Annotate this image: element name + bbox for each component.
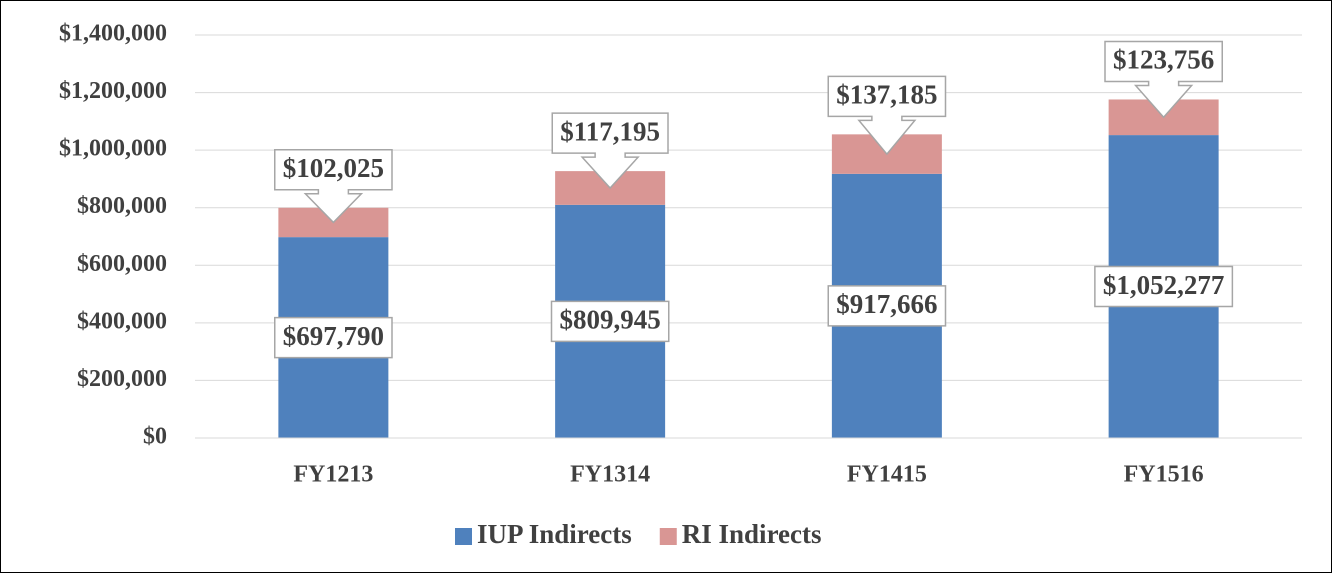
data-label-box <box>551 112 669 190</box>
data-label-text: $917,666 <box>836 289 937 319</box>
data-label-box <box>274 316 393 359</box>
y-tick-label: $1,000,000 <box>59 136 167 162</box>
x-tick-label: FY1213 <box>293 462 373 488</box>
data-label-text: $117,195 <box>560 116 660 146</box>
x-tick-label: FY1415 <box>847 462 927 488</box>
data-label-text: $102,025 <box>283 153 384 183</box>
data-label: $137,185 <box>827 75 947 156</box>
data-label: $1,052,277 <box>1094 265 1234 308</box>
data-label: $917,666 <box>827 285 947 327</box>
x-tick-label: FY1314 <box>570 462 650 488</box>
data-label-text: $123,756 <box>1113 45 1214 75</box>
y-tick-label: $1,400,000 <box>59 21 167 47</box>
data-label-text: $1,052,277 <box>1103 270 1225 300</box>
data-label-box <box>827 285 947 327</box>
data-label-box <box>1104 40 1223 119</box>
y-tick-label: $200,000 <box>77 366 167 392</box>
data-label: $102,025 <box>274 149 393 224</box>
y-tick-label: $600,000 <box>77 251 167 277</box>
data-label: $697,790 <box>274 316 393 359</box>
legend-label: IUP Indirects <box>477 519 632 549</box>
data-label-box <box>274 149 393 224</box>
data-label-text: $137,185 <box>836 80 937 110</box>
data-label-box <box>827 75 947 156</box>
legend-swatch <box>455 528 472 545</box>
y-tick-label: $0 <box>143 424 167 450</box>
data-label-box <box>1094 265 1234 308</box>
data-label-text: $697,790 <box>283 321 384 351</box>
legend-label: RI Indirects <box>682 519 822 549</box>
data-label: $117,195 <box>551 112 669 190</box>
y-tick-label: $1,200,000 <box>59 78 167 104</box>
data-label-text: $809,945 <box>560 305 661 335</box>
data-label: $809,945 <box>550 300 670 343</box>
y-tick-label: $800,000 <box>77 193 167 219</box>
data-label-box <box>550 300 670 343</box>
data-label: $123,756 <box>1104 40 1223 119</box>
legend-swatch <box>659 528 677 545</box>
x-tick-label: FY1516 <box>1124 462 1204 488</box>
y-tick-label: $400,000 <box>77 308 167 334</box>
